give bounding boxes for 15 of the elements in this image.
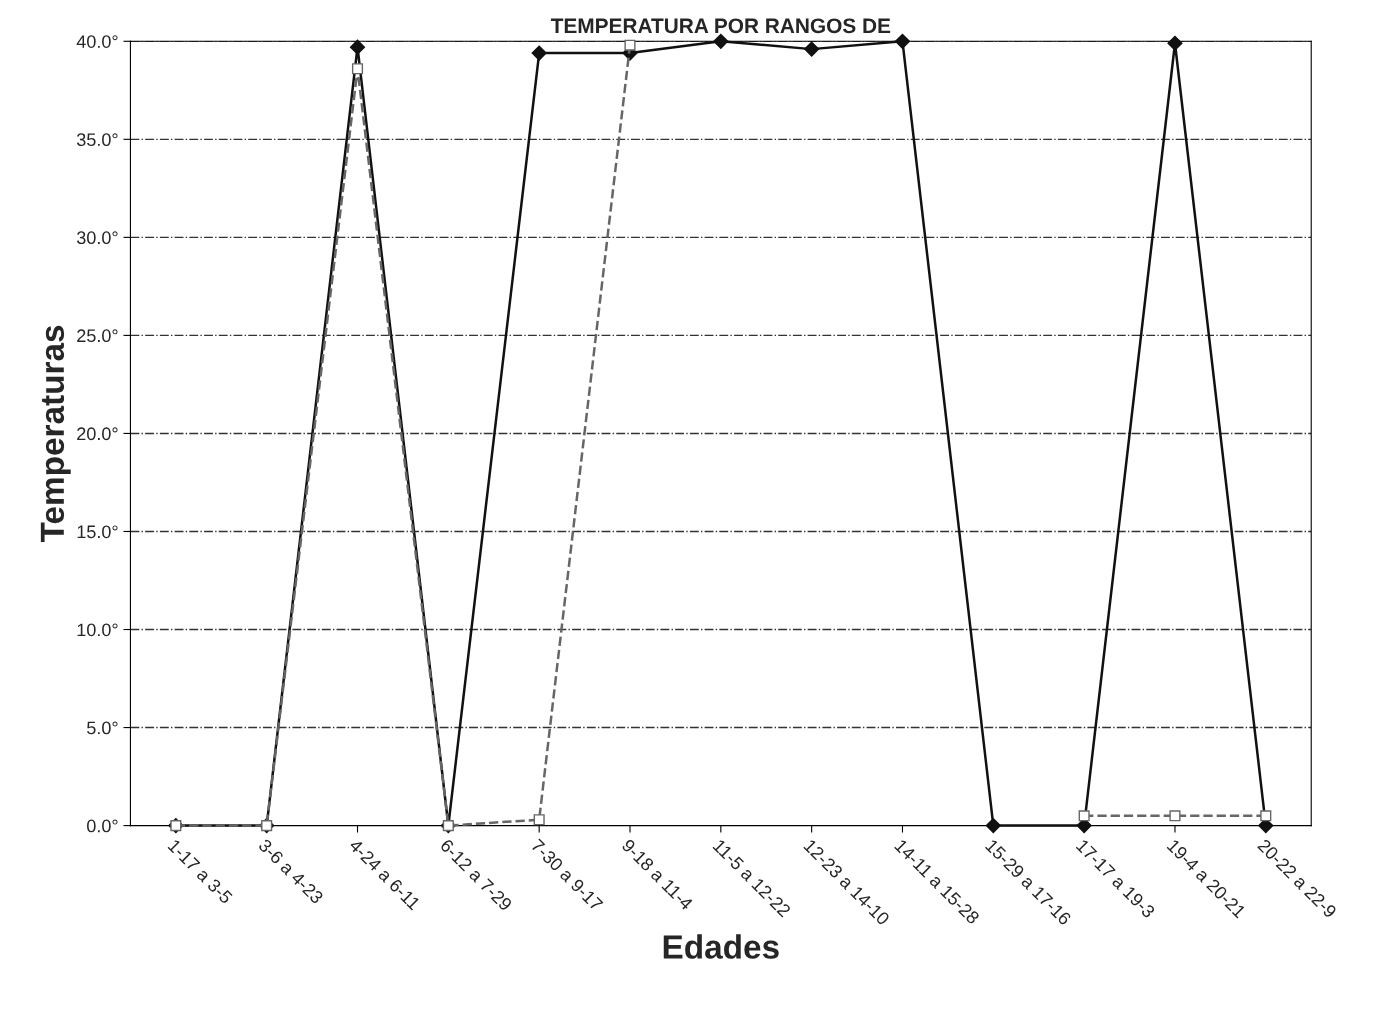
y-tick-label: 15.0°: [77, 525, 118, 539]
x-axis-title: Edades: [663, 934, 779, 959]
y-tick-label: 30.0°: [76, 231, 118, 245]
y-tick-label: 25.0°: [77, 329, 118, 343]
y-tick-label: 10.0°: [77, 623, 118, 637]
y-tick-label: 35.0°: [76, 133, 118, 147]
x-tick-label: 3-6 a 4-23: [257, 838, 324, 905]
y-axis-title: Temperaturas: [40, 325, 71, 543]
x-tick-label: 1-17 a 3-5: [167, 838, 234, 905]
x-tick-label: 4-24 a 6-11: [348, 838, 421, 911]
y-tick-label: 20.0°: [77, 427, 118, 441]
y-tick-label: 5.0°: [87, 721, 118, 735]
y-tick-label: 40.0°: [76, 35, 118, 48]
y-tick-label: 0.0°: [87, 819, 118, 833]
chart-title: TEMPERATURA POR RANGOS DE: [550, 18, 891, 34]
